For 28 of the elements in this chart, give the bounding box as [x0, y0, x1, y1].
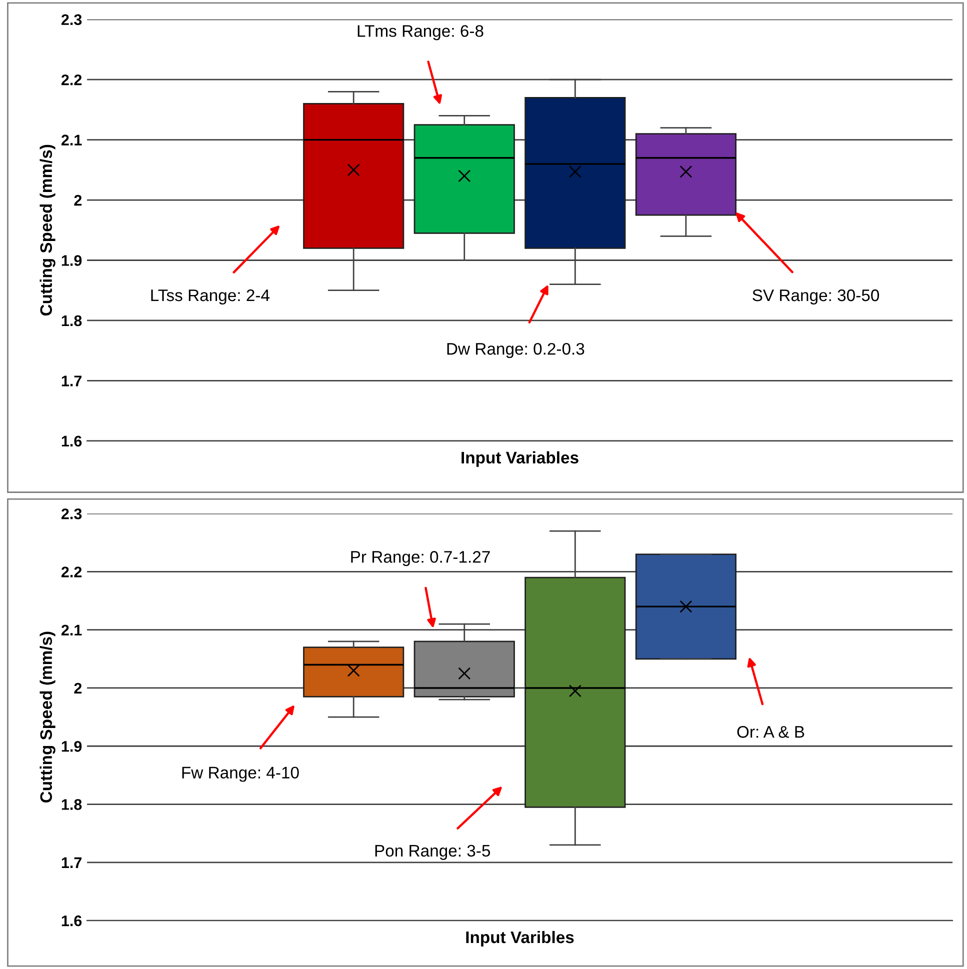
y-axis-title: Cutting Speed (mm/s): [40, 632, 56, 802]
y-tick-label: 1.9: [62, 255, 82, 266]
y-tick-label: 2.3: [61, 14, 82, 26]
y-tick-label: 1.9: [62, 741, 82, 752]
y-tick-label: 1.8: [62, 315, 82, 326]
y-tick-label: 1.7: [62, 376, 82, 386]
y-tick-label: 1.8: [62, 799, 82, 810]
y-tick-label: 2.1: [61, 134, 82, 146]
annotation: LTms Range: 6-8: [358, 25, 484, 40]
annotation: Fw Range: 4-10: [182, 766, 299, 782]
y-tick-label: 1.6: [62, 915, 82, 926]
x-axis-title: Input Varibles: [466, 930, 574, 947]
y-tick-label: 2.2: [61, 566, 82, 578]
y-tick-label: 2: [74, 682, 82, 694]
annotation: LTss Range: 2-4: [151, 289, 270, 305]
annotation: Dw Range: 0.2-0.3: [447, 342, 584, 358]
y-axis-title: Cutting Speed (mm/s): [40, 144, 56, 316]
y-tick-label: 2: [74, 194, 82, 206]
y-tick-label: 2.1: [61, 624, 82, 636]
annotation: SV Range: 30-50: [752, 289, 880, 305]
annotation: Or: A & B: [737, 726, 804, 738]
y-tick-label: 1.7: [62, 857, 82, 868]
annotation: Pr Range: 0.7-1.27: [351, 551, 490, 566]
y-tick-label: 2.3: [61, 508, 82, 520]
annotation: Pon Range: 3-5: [375, 844, 490, 860]
x-axis-title: Input Variables: [462, 451, 578, 467]
y-tick-label: 2.2: [61, 74, 82, 86]
y-tick-label: 1.6: [62, 436, 82, 447]
